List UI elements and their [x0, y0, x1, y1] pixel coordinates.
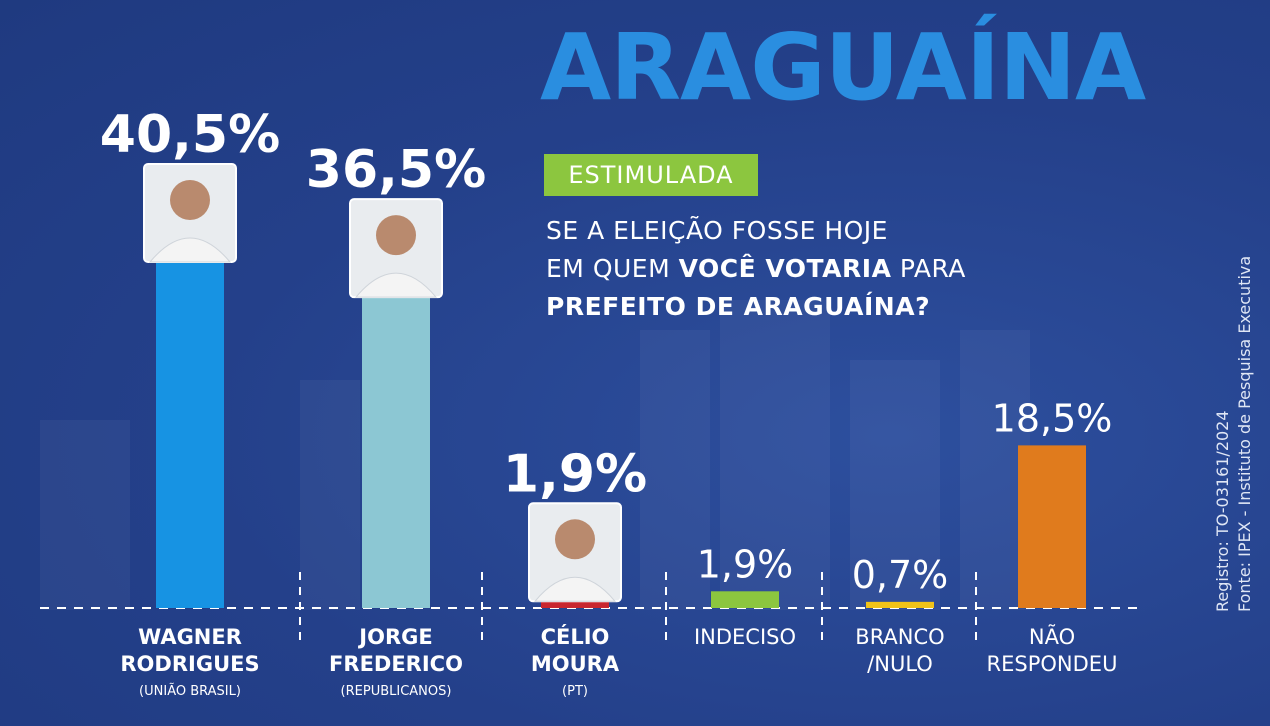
- category-label-0-0: WAGNER: [138, 625, 242, 649]
- survey-type-badge: ESTIMULADA: [544, 154, 758, 196]
- question-line-3-text: PREFEITO DE ARAGUAÍNA?: [546, 292, 931, 321]
- question-line-1: SE A ELEIÇÃO FOSSE HOJE: [546, 216, 888, 245]
- question-line-2-bold: VOCÊ VOTARIA: [678, 254, 892, 283]
- bar-4: [866, 601, 934, 608]
- question-line-3: PREFEITO DE ARAGUAÍNA?: [546, 288, 1106, 326]
- photo-head-1: [376, 215, 416, 256]
- bar-3: [711, 591, 779, 608]
- photo-head-2: [555, 519, 595, 560]
- value-label-2: 1,9%: [503, 444, 647, 504]
- party-label-0: (UNIÃO BRASIL): [139, 683, 241, 699]
- question-line-2-pre: EM QUEM: [546, 254, 679, 283]
- value-label-3: 1,9%: [697, 542, 794, 586]
- category-label-5-0: NÃO: [1029, 623, 1075, 649]
- category-label-3-0: INDECISO: [694, 625, 796, 649]
- photo-shoulders-1: [354, 272, 438, 298]
- photo-shoulders-0: [148, 237, 232, 263]
- category-label-5-1: RESPONDEU: [987, 652, 1118, 676]
- category-label-2-1: MOURA: [531, 652, 620, 676]
- party-label-2: (PT): [562, 684, 588, 699]
- value-label-0: 40,5%: [100, 105, 280, 165]
- question-line-2: EM QUEM VOCÊ VOTARIA PARA: [546, 250, 1106, 288]
- category-label-1-1: FREDERICO: [329, 652, 463, 676]
- bar-1: [362, 287, 430, 608]
- survey-question: SE A ELEIÇÃO FOSSE HOJE EM QUEM VOCÊ VOT…: [546, 212, 1106, 326]
- city-title: ARAGUAÍNA: [540, 14, 1146, 121]
- photo-shoulders-2: [533, 576, 617, 602]
- bar-5: [1018, 445, 1086, 608]
- category-label-4-0: BRANCO: [855, 625, 944, 649]
- party-label-1: (REPUBLICANOS): [341, 684, 452, 699]
- category-label-4-1: /NULO: [867, 652, 933, 676]
- category-label-0-1: RODRIGUES: [120, 652, 259, 676]
- photo-head-0: [170, 180, 210, 220]
- category-label-2-0: CÉLIO: [541, 624, 610, 649]
- bar-0: [156, 252, 224, 608]
- value-label-1: 36,5%: [306, 140, 486, 200]
- value-label-4: 0,7%: [852, 553, 949, 597]
- value-label-5: 18,5%: [992, 396, 1113, 440]
- question-line-2-post: PARA: [891, 254, 966, 283]
- category-label-1-0: JORGE: [357, 625, 432, 649]
